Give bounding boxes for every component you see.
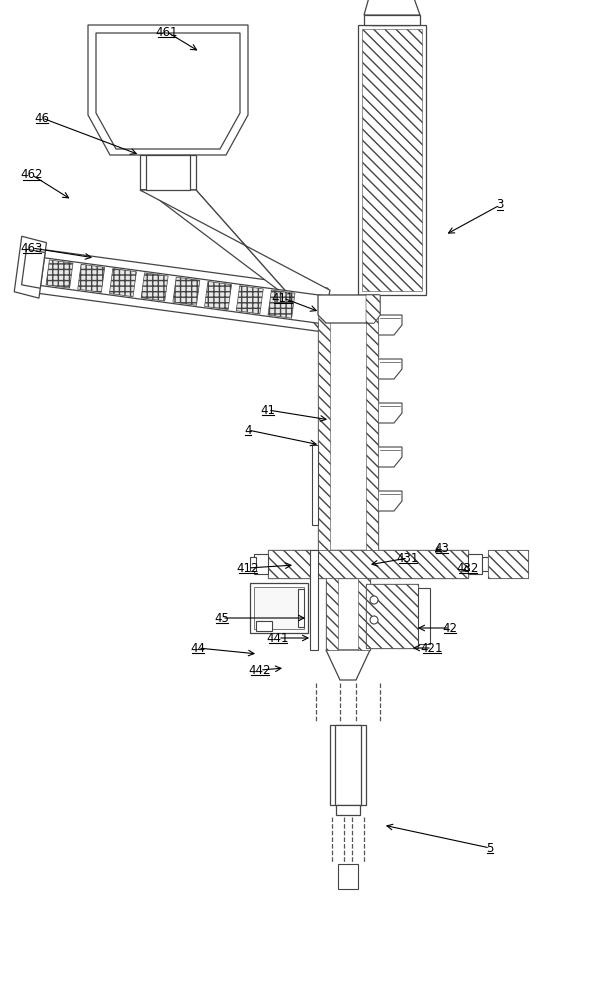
- Bar: [362, 29, 422, 291]
- Bar: [310, 550, 318, 650]
- Text: 42: 42: [442, 621, 458, 635]
- Bar: [336, 805, 360, 815]
- Polygon shape: [140, 190, 323, 332]
- Bar: [254, 587, 304, 629]
- Polygon shape: [378, 315, 402, 335]
- Bar: [318, 295, 330, 550]
- Bar: [254, 554, 268, 574]
- Polygon shape: [96, 33, 240, 149]
- Circle shape: [370, 616, 378, 624]
- Bar: [140, 155, 196, 190]
- Bar: [488, 550, 528, 578]
- Polygon shape: [28, 256, 327, 324]
- Text: 421: 421: [421, 642, 443, 654]
- Polygon shape: [140, 190, 330, 332]
- Bar: [482, 557, 488, 571]
- Polygon shape: [110, 269, 136, 297]
- Polygon shape: [236, 286, 263, 314]
- Text: 44: 44: [190, 642, 206, 654]
- Polygon shape: [318, 295, 380, 323]
- Text: 3: 3: [496, 198, 504, 212]
- Bar: [298, 589, 304, 627]
- Polygon shape: [326, 650, 370, 680]
- Bar: [326, 578, 370, 650]
- Polygon shape: [378, 359, 402, 379]
- Bar: [468, 554, 482, 574]
- Text: 461: 461: [155, 25, 178, 38]
- Bar: [268, 550, 468, 578]
- Bar: [250, 557, 256, 571]
- Polygon shape: [21, 249, 45, 288]
- Polygon shape: [78, 264, 105, 292]
- Polygon shape: [366, 295, 380, 323]
- Text: 43: 43: [435, 542, 449, 554]
- Polygon shape: [173, 277, 200, 305]
- Bar: [268, 550, 468, 578]
- Text: 411: 411: [272, 292, 294, 304]
- Bar: [366, 295, 378, 550]
- Text: 4: 4: [244, 424, 252, 436]
- Bar: [358, 578, 370, 650]
- Bar: [358, 25, 426, 295]
- Polygon shape: [378, 447, 402, 467]
- Bar: [488, 550, 528, 578]
- Bar: [256, 621, 272, 631]
- Bar: [376, 0, 406, 21]
- Bar: [146, 155, 190, 190]
- Bar: [326, 578, 338, 650]
- Text: 431: 431: [397, 552, 419, 564]
- Polygon shape: [204, 281, 231, 310]
- Polygon shape: [378, 491, 402, 511]
- Polygon shape: [364, 0, 420, 15]
- Text: 462: 462: [21, 168, 43, 182]
- Polygon shape: [88, 25, 248, 155]
- Bar: [366, 584, 418, 648]
- Polygon shape: [268, 290, 295, 318]
- Bar: [250, 583, 308, 633]
- Text: 46: 46: [34, 111, 50, 124]
- Polygon shape: [27, 248, 328, 332]
- Polygon shape: [14, 236, 47, 298]
- Text: 442: 442: [248, 664, 271, 676]
- Circle shape: [370, 596, 378, 604]
- Bar: [312, 445, 318, 525]
- Polygon shape: [46, 260, 73, 288]
- Bar: [372, 0, 410, 25]
- Text: 441: 441: [267, 632, 289, 645]
- Bar: [418, 588, 430, 644]
- Text: 41: 41: [261, 403, 275, 416]
- Text: 432: 432: [457, 562, 479, 574]
- Bar: [338, 864, 358, 889]
- Bar: [335, 725, 361, 805]
- Bar: [358, 295, 378, 315]
- Bar: [366, 584, 418, 648]
- Bar: [330, 725, 366, 805]
- Text: 463: 463: [21, 241, 43, 254]
- Text: 5: 5: [487, 842, 494, 854]
- Bar: [364, 15, 420, 25]
- Bar: [318, 295, 378, 550]
- Text: 412: 412: [237, 562, 259, 574]
- Text: 45: 45: [215, 611, 230, 624]
- Polygon shape: [141, 273, 168, 301]
- Polygon shape: [378, 403, 402, 423]
